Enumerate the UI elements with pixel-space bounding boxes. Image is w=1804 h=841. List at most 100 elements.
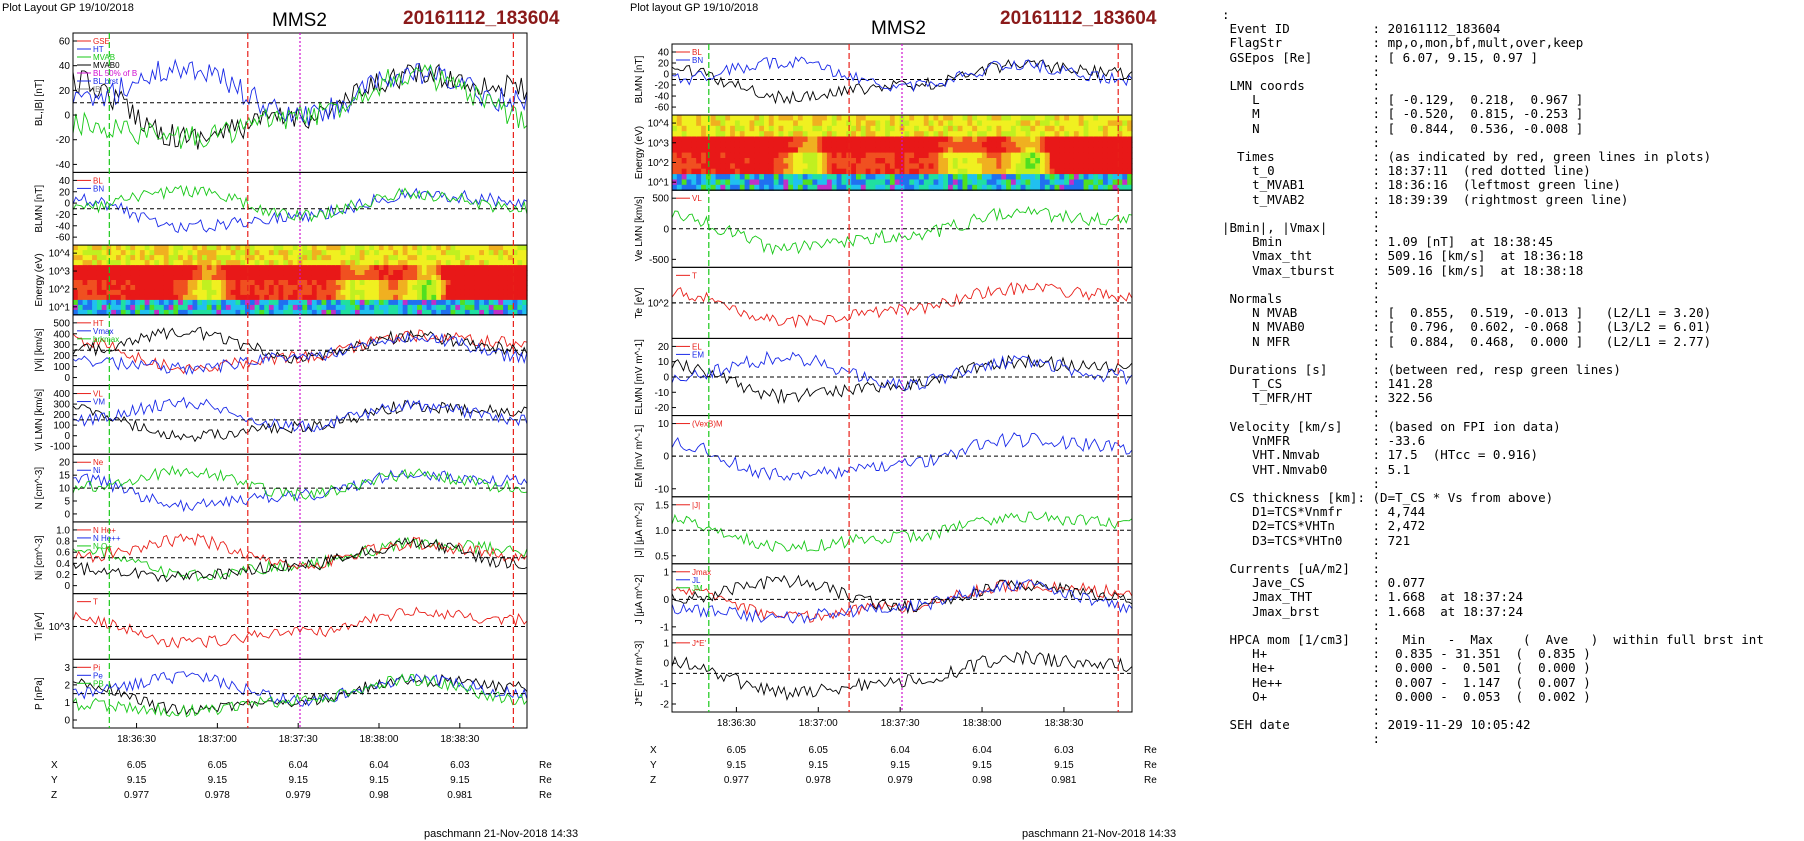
spectrogram-cell xyxy=(321,299,327,306)
spectrogram-cell xyxy=(1049,147,1056,154)
spectrogram-cell xyxy=(686,179,692,186)
y-tick-label: 1 xyxy=(663,638,669,649)
spectrogram-cell xyxy=(701,125,707,132)
spectrogram-cell xyxy=(130,255,136,261)
spectrogram-cell xyxy=(469,299,476,306)
spectrogram-cell xyxy=(168,260,174,266)
spectrogram-cell xyxy=(749,120,755,127)
spectrogram-cell xyxy=(125,250,131,256)
spectrogram-cell xyxy=(498,250,504,256)
spectrogram-cell xyxy=(340,275,346,281)
spectrogram-cell xyxy=(739,125,746,132)
spectrogram-cell xyxy=(92,270,98,276)
spectrogram-cell xyxy=(345,280,351,286)
y-tick-label: 0 xyxy=(663,372,669,383)
spectrogram-cell xyxy=(474,255,480,261)
spectrogram-cell xyxy=(1010,141,1017,148)
spectrogram-cell xyxy=(739,152,746,159)
spectrogram-cell xyxy=(749,184,755,191)
spectrogram-cell xyxy=(402,289,409,296)
spectrogram-cell xyxy=(182,285,189,291)
spectrogram-cell xyxy=(1010,158,1017,164)
spectrogram-cell xyxy=(288,245,294,251)
spectrogram-cell xyxy=(1030,163,1036,170)
spectrogram-cell xyxy=(710,141,717,148)
spectrogram-cell xyxy=(768,141,775,148)
spectrogram-cell xyxy=(672,131,678,138)
spectrogram-cell xyxy=(831,168,838,175)
spectrogram-cell xyxy=(340,309,346,316)
legend-entry: HT xyxy=(93,319,104,328)
spectrogram-cell xyxy=(928,125,934,132)
spectrogram-cell xyxy=(686,168,692,175)
spectrogram-cell xyxy=(1069,163,1075,170)
spectrogram-cell xyxy=(474,265,480,271)
spectrogram-cell xyxy=(111,265,117,271)
spectrogram-cell xyxy=(948,179,954,186)
spectrogram-cell xyxy=(783,136,789,143)
spectrogram-cell xyxy=(378,280,385,286)
spectrogram-cell xyxy=(374,250,380,256)
spectrogram-cell xyxy=(445,260,452,266)
spectrogram-cell xyxy=(230,245,237,251)
spectrogram-cell xyxy=(676,131,683,138)
spectrogram-cell xyxy=(283,260,289,266)
spectrogram-cell xyxy=(364,309,370,316)
spectrogram-cell xyxy=(996,152,1002,159)
spectrogram-cell xyxy=(498,289,504,296)
spectrogram-cell xyxy=(340,294,346,301)
spectrogram-cell xyxy=(1083,125,1089,132)
spectrogram-cell xyxy=(754,163,760,170)
spectrogram-cell xyxy=(720,184,726,191)
spectrogram-cell xyxy=(163,304,170,311)
spectrogram-cell xyxy=(986,152,993,159)
spectrogram-cell xyxy=(388,255,394,261)
spectrogram-cell xyxy=(802,163,809,170)
spectrogram-cell xyxy=(517,294,523,301)
y-tick-label: -20 xyxy=(655,81,670,92)
spectrogram-cell xyxy=(498,245,504,251)
spectrogram-cell xyxy=(759,152,765,159)
panel-ti: 10^3Ti [eV]T xyxy=(34,593,528,660)
spectrogram-cell xyxy=(933,158,939,164)
spectrogram-cell xyxy=(1059,174,1065,181)
spectrogram-cell xyxy=(841,115,847,122)
spectrogram-cell xyxy=(522,309,528,316)
spectrogram-cell xyxy=(202,304,208,311)
spectrogram-cell xyxy=(111,275,117,281)
spectrogram-cell xyxy=(948,174,954,181)
spectrogram-cell xyxy=(163,299,170,306)
spectrogram-cell xyxy=(1088,152,1094,159)
spectrogram-cell xyxy=(311,265,318,271)
spectrogram-cell xyxy=(1107,179,1114,186)
y-tick-label: 0 xyxy=(663,659,669,670)
spectrogram-cell xyxy=(851,115,857,122)
spectrogram-cell xyxy=(773,174,780,181)
spectrogram-cell xyxy=(972,168,978,175)
spectrogram-cell xyxy=(957,141,964,148)
spectrogram-cell xyxy=(720,163,726,170)
spectrogram-cell xyxy=(807,163,813,170)
spectrogram-cell xyxy=(240,245,246,251)
spectrogram-cell xyxy=(197,270,203,276)
spectrogram-cell xyxy=(302,280,308,286)
spectrogram-cell xyxy=(187,250,194,256)
spectrogram-cell xyxy=(1117,163,1123,170)
spectrogram-cell xyxy=(875,125,881,132)
spectrogram-cell xyxy=(498,280,504,286)
spectrogram-cell xyxy=(986,168,993,175)
spectrogram-cell xyxy=(1064,158,1070,164)
spectrogram-cell xyxy=(764,168,770,175)
spectrogram-cell xyxy=(450,270,456,276)
spectrogram-cell xyxy=(245,280,251,286)
spectrogram-cell xyxy=(938,136,944,143)
spectrogram-cell xyxy=(715,158,721,164)
spectrogram-cell xyxy=(503,270,509,276)
spectrogram-cell xyxy=(957,179,964,186)
spectrogram-cell xyxy=(812,125,818,132)
spectrogram-cell xyxy=(701,174,707,181)
spectrogram-cell xyxy=(326,255,332,261)
spectrogram-cell xyxy=(245,255,251,261)
info-line: Times : (as indicated by red, green line… xyxy=(1222,149,1712,165)
